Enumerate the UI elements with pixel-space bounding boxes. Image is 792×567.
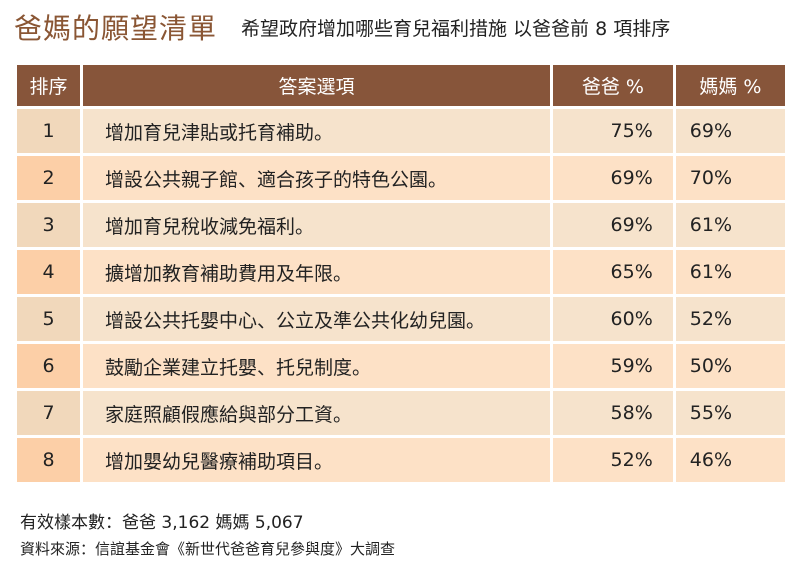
dad-percent-cell: 60%: [553, 297, 673, 341]
footnotes: 有效樣本數：爸爸 3,162 媽媽 5,067 資料來源：信誼基金會《新世代爸爸…: [20, 508, 395, 559]
answer-cell: 增設公共親子館、適合孩子的特色公園。: [83, 156, 551, 200]
table-header-row: 排序 答案選項 爸爸 % 媽媽 %: [17, 65, 785, 106]
answer-cell: 增加嬰幼兒醫療補助項目。: [83, 438, 551, 482]
table-row: 5 增設公共托嬰中心、公立及準公共化幼兒園。 60% 52%: [17, 297, 785, 341]
table-row: 7 家庭照顧假應給與部分工資。 58% 55%: [17, 391, 785, 435]
page-subtitle: 希望政府增加哪些育兒福利措施 以爸爸前 8 項排序: [241, 17, 671, 40]
answer-cell: 鼓勵企業建立托嬰、托兒制度。: [83, 344, 551, 388]
answer-cell: 家庭照顧假應給與部分工資。: [83, 391, 551, 435]
table-row: 2 增設公共親子館、適合孩子的特色公園。 69% 70%: [17, 156, 785, 200]
table-row: 4 擴增加教育補助費用及年限。 65% 61%: [17, 250, 785, 294]
column-header-mom: 媽媽 %: [675, 65, 785, 106]
mom-percent-cell: 50%: [675, 344, 785, 388]
column-header-rank: 排序: [17, 65, 80, 106]
page-title: 爸媽的願望清單: [14, 12, 218, 45]
rank-cell: 7: [17, 391, 80, 435]
rank-cell: 4: [17, 250, 80, 294]
title-bar: 爸媽的願望清單 希望政府增加哪些育兒福利措施 以爸爸前 8 項排序: [14, 6, 782, 48]
mom-percent-cell: 70%: [675, 156, 785, 200]
mom-percent-cell: 61%: [675, 203, 785, 247]
table-row: 3 增加育兒稅收減免福利。 69% 61%: [17, 203, 785, 247]
mom-percent-cell: 69%: [675, 109, 785, 153]
rank-cell: 2: [17, 156, 80, 200]
mom-percent-cell: 61%: [675, 250, 785, 294]
answer-cell: 增設公共托嬰中心、公立及準公共化幼兒園。: [83, 297, 551, 341]
rank-cell: 6: [17, 344, 80, 388]
table-row: 1 增加育兒津貼或托育補助。 75% 69%: [17, 109, 785, 153]
mom-percent-cell: 55%: [675, 391, 785, 435]
wishlist-table: 排序 答案選項 爸爸 % 媽媽 % 1 增加育兒津貼或托育補助。 75% 69%…: [14, 62, 788, 485]
column-header-answer: 答案選項: [83, 65, 551, 106]
rank-cell: 3: [17, 203, 80, 247]
sample-size-note: 有效樣本數：爸爸 3,162 媽媽 5,067: [20, 513, 304, 533]
dad-percent-cell: 75%: [553, 109, 673, 153]
dad-percent-cell: 69%: [553, 156, 673, 200]
dad-percent-cell: 65%: [553, 250, 673, 294]
table-row: 6 鼓勵企業建立托嬰、托兒制度。 59% 50%: [17, 344, 785, 388]
mom-percent-cell: 46%: [675, 438, 785, 482]
mom-percent-cell: 52%: [675, 297, 785, 341]
rank-cell: 1: [17, 109, 80, 153]
table-row: 8 增加嬰幼兒醫療補助項目。 52% 46%: [17, 438, 785, 482]
dad-percent-cell: 59%: [553, 344, 673, 388]
source-note: 資料來源：信誼基金會《新世代爸爸育兒參與度》大調查: [20, 540, 396, 558]
answer-cell: 增加育兒稅收減免福利。: [83, 203, 551, 247]
dad-percent-cell: 52%: [553, 438, 673, 482]
dad-percent-cell: 58%: [553, 391, 673, 435]
rank-cell: 8: [17, 438, 80, 482]
answer-cell: 擴增加教育補助費用及年限。: [83, 250, 551, 294]
column-header-dad: 爸爸 %: [553, 65, 673, 106]
answer-cell: 增加育兒津貼或托育補助。: [83, 109, 551, 153]
rank-cell: 5: [17, 297, 80, 341]
dad-percent-cell: 69%: [553, 203, 673, 247]
